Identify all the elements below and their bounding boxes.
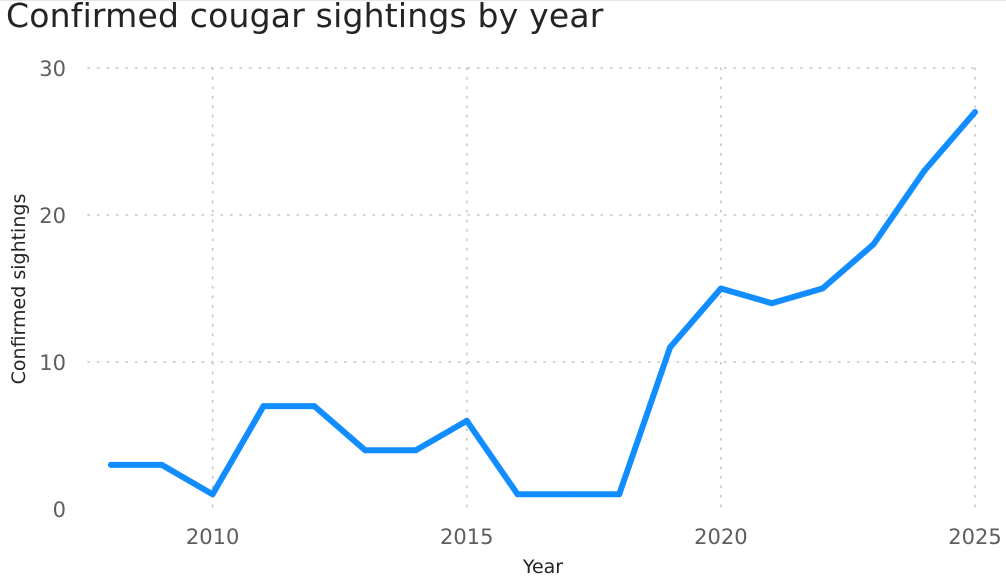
data-point[interactable] xyxy=(870,241,877,248)
data-point[interactable] xyxy=(667,344,674,351)
x-tick-label: 2025 xyxy=(948,525,1001,549)
data-point[interactable] xyxy=(311,403,318,410)
x-axis-title: Year xyxy=(522,556,563,578)
data-point[interactable] xyxy=(921,167,928,174)
y-axis-ticks: 0 10 20 30 xyxy=(39,57,66,522)
data-point[interactable] xyxy=(158,461,165,468)
gridlines xyxy=(87,67,977,510)
x-tick-label: 2010 xyxy=(186,525,239,549)
series-layer xyxy=(108,109,978,498)
data-point[interactable] xyxy=(768,300,775,307)
x-tick-label: 2015 xyxy=(440,525,493,549)
x-tick-label: 2020 xyxy=(694,525,747,549)
y-tick-label: 0 xyxy=(53,498,66,522)
data-point[interactable] xyxy=(717,285,724,292)
y-axis-title: Confirmed sightings xyxy=(8,194,30,385)
data-point[interactable] xyxy=(972,109,978,116)
y-tick-label: 30 xyxy=(39,57,66,81)
data-point[interactable] xyxy=(412,447,419,454)
data-point[interactable] xyxy=(514,491,521,498)
y-tick-label: 10 xyxy=(39,351,66,375)
series-line xyxy=(108,109,978,498)
chart-title: Confirmed cougar sightings by year xyxy=(6,0,604,35)
data-point[interactable] xyxy=(260,403,267,410)
data-point[interactable] xyxy=(565,491,572,498)
data-point[interactable] xyxy=(463,417,470,424)
data-point[interactable] xyxy=(108,461,114,468)
data-point[interactable] xyxy=(362,447,369,454)
x-axis-ticks: 2010 2015 2020 2025 xyxy=(186,525,1002,549)
y-tick-label: 20 xyxy=(39,204,66,228)
top-border xyxy=(0,0,1006,1)
data-point[interactable] xyxy=(819,285,826,292)
data-point[interactable] xyxy=(209,491,216,498)
data-point[interactable] xyxy=(616,491,623,498)
